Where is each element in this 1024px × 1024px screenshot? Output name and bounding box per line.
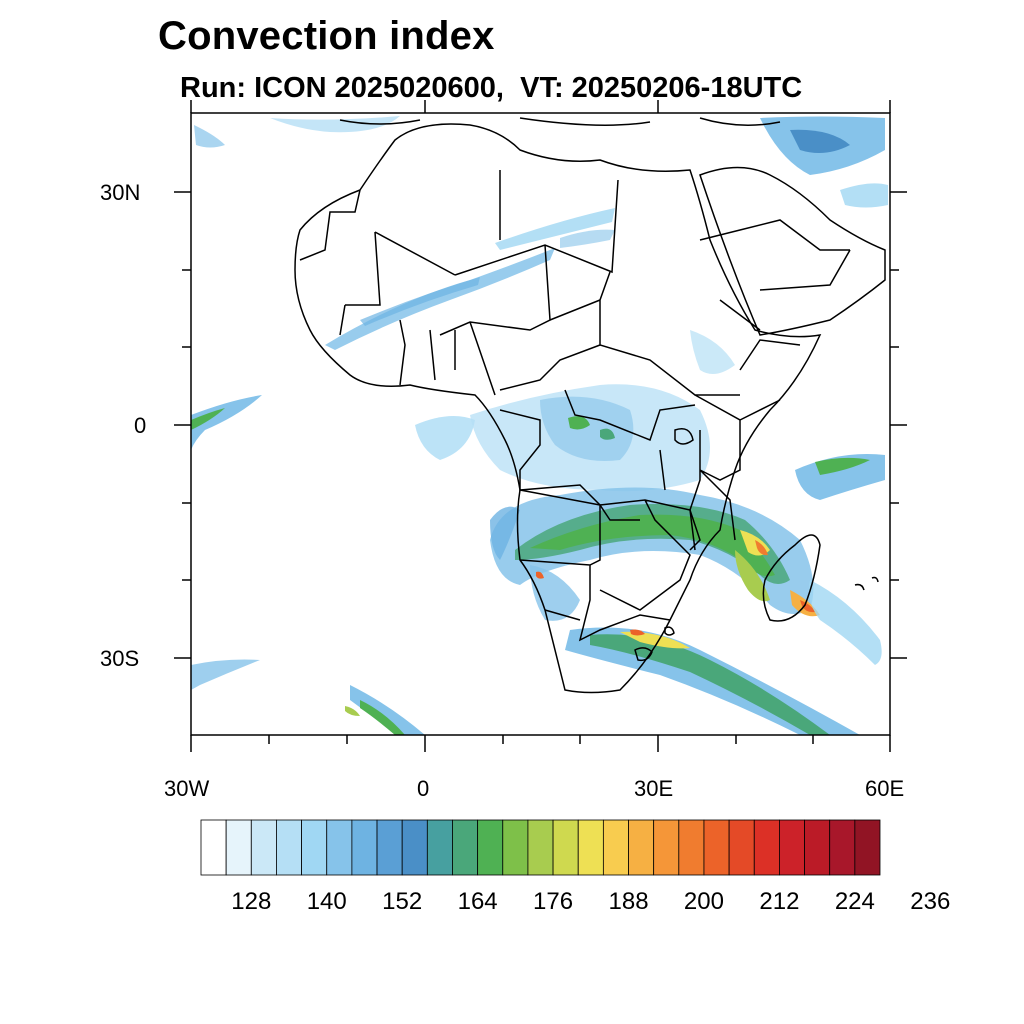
colorbar-swatch (728, 819, 755, 876)
colorbar-swatch (376, 819, 403, 876)
colorbar-swatch (477, 819, 504, 876)
shade-sahel-band (325, 248, 555, 350)
shade-southern-band-core (530, 514, 775, 577)
colorbar-swatch (804, 819, 831, 876)
colorbar-swatch (829, 819, 856, 876)
border-horn (719, 299, 801, 371)
border-central (499, 271, 740, 396)
colorbar (200, 819, 881, 876)
ytick-label-30n: 30N (100, 180, 141, 205)
convection-shading (191, 116, 888, 735)
colorbar-swatch (225, 819, 252, 876)
shade-sahel-band-core (360, 277, 480, 326)
colorbar-swatch (502, 819, 529, 876)
colorbar-swatch (628, 819, 655, 876)
colorbar-label: 212 (759, 888, 800, 915)
madagascar-outline (762, 534, 821, 622)
axis-ticks (174, 100, 907, 752)
colorbar-swatch (577, 819, 604, 876)
shade-sahara-band1 (495, 208, 615, 250)
map-title: Convection index (158, 14, 495, 58)
colorbar-label: 176 (533, 888, 574, 915)
colorbar-swatch (351, 819, 378, 876)
colorbar-swatch (602, 819, 629, 876)
shade-southern-hot2 (755, 540, 768, 556)
border-west-africa (339, 304, 496, 396)
border-east (689, 394, 781, 541)
med-north (339, 117, 781, 126)
colorbar-swatch (426, 819, 453, 876)
colorbar-label: 236 (910, 888, 951, 915)
lesotho (634, 647, 653, 662)
shade-madagascar-e2 (800, 600, 815, 613)
shade-sahara-band2 (560, 229, 615, 248)
shade-west-north (194, 125, 225, 148)
shade-sw-atlantic (191, 659, 260, 690)
shade-sw-atlantic4 (345, 706, 360, 716)
colorbar-swatch (552, 819, 579, 876)
ytick-label-30s: 30S (100, 646, 140, 671)
shade-kalahari (530, 565, 580, 621)
xtick-label-0: 0 (417, 776, 430, 801)
plot-frame (190, 112, 891, 736)
shade-arabia-ne-core (790, 129, 850, 154)
xtick-label-30w: 30W (164, 776, 210, 801)
shade-mozambique (735, 550, 770, 602)
arabia-outline (699, 166, 886, 336)
shade-gulf-ne (840, 183, 888, 208)
lake-malawi (689, 509, 696, 551)
shade-congo-green2 (600, 428, 615, 440)
colorbar-swatch (326, 819, 353, 876)
colorbar-swatch (301, 819, 328, 876)
eswatini (664, 626, 675, 636)
colorbar-label: 140 (306, 888, 347, 915)
border-arabia (699, 219, 851, 291)
colorbar-swatch (276, 819, 302, 876)
mozambique-islands (854, 576, 879, 591)
colorbar-label: 188 (608, 888, 649, 915)
africa-coastline (294, 123, 822, 694)
border-n-africa (299, 170, 619, 336)
xtick-label-60e: 60E (865, 776, 905, 801)
shade-congo-green1 (568, 416, 590, 430)
colorbar-swatch (779, 819, 805, 876)
colorbar-swatch (703, 819, 730, 876)
shade-north-med (270, 116, 400, 133)
ytick-label-0: 0 (134, 413, 147, 438)
colorbar-swatch (401, 819, 428, 876)
shade-eq-west-core (191, 408, 225, 430)
shade-ethiopia (690, 330, 735, 374)
shade-south-diag-mid (590, 634, 830, 735)
shade-south-diag-hot (630, 629, 645, 636)
xtick-label-30e: 30E (634, 776, 674, 801)
shade-congo-inner (540, 396, 634, 461)
shade-south-diag-core (620, 631, 690, 649)
colorbar-label: 152 (382, 888, 423, 915)
colorbar-swatch (753, 819, 780, 876)
shade-sw-atlantic3 (360, 700, 405, 735)
colorbar-swatch (527, 819, 554, 876)
colorbar-swatch (854, 819, 881, 876)
shade-sw-atlantic2 (350, 685, 425, 735)
colorbar-swatch (250, 819, 277, 876)
shade-eq-west (191, 395, 262, 450)
colorbar-swatch (653, 819, 680, 876)
lake-tanganyika (659, 449, 666, 491)
colorbar-label: 224 (834, 888, 875, 915)
colorbar-swatch (200, 819, 227, 876)
coastlines-borders (294, 117, 886, 694)
colorbar-swatch (452, 819, 479, 876)
colorbar-swatch (678, 819, 705, 876)
shade-gulf-guinea (415, 416, 475, 460)
colorbar-label: 164 (457, 888, 498, 915)
shade-kalahari-spot (536, 571, 544, 579)
shade-east-ocean-core (815, 457, 870, 475)
shade-angola-coast (490, 506, 520, 560)
lake-victoria (674, 428, 694, 445)
colorbar-label: 128 (231, 888, 272, 915)
shade-east-ocean2 (808, 580, 882, 665)
map-subtitle: Run: ICON 2025020600, VT: 20250206-18UTC (180, 72, 803, 104)
colorbar-label: 200 (683, 888, 724, 915)
